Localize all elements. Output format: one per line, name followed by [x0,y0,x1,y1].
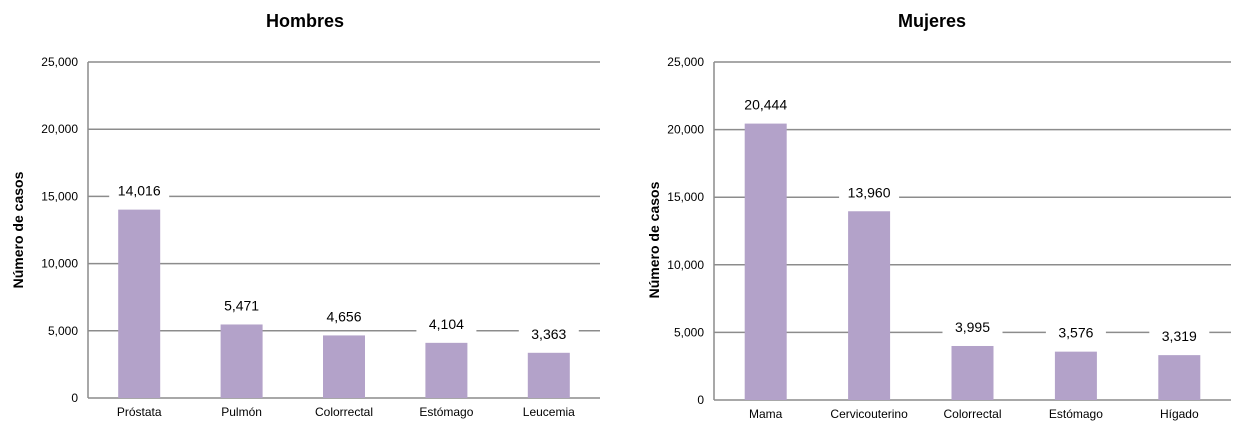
data-label-background [109,181,170,200]
y-tick-label: 25,000 [667,55,704,69]
bar [527,352,570,398]
data-label: 5,471 [224,297,259,313]
data-label: 13,960 [848,184,891,200]
y-tick-label: 25,000 [41,55,78,69]
y-tick-label: 5,000 [674,325,704,339]
y-axis-label: Número de casos [646,181,662,298]
y-tick-label: 15,000 [667,190,704,204]
x-tick-label: Colorrectal [315,405,373,419]
chart-title: Hombres [266,11,344,31]
x-tick-label: Colorrectal [943,407,1001,421]
bar [1054,351,1097,400]
y-tick-label: 0 [697,393,704,407]
bar [1158,355,1201,400]
data-label-background [735,95,796,114]
bar [425,342,468,398]
bar [220,324,263,398]
data-label-background [1045,323,1106,342]
x-tick-label: Mama [749,407,783,421]
data-label: 3,995 [955,319,990,335]
data-label: 4,656 [326,308,361,324]
bar [744,123,787,401]
data-label: 3,576 [1058,325,1093,341]
y-axis-label: Número de casos [10,171,26,288]
x-tick-label: Hígado [1160,407,1199,421]
y-tick-label: 5,000 [48,324,78,338]
chart-mujeres: Mujeres Número de casos 0 5,000 10,000 15,0… [646,11,1231,421]
data-label-background [839,183,900,202]
plot-area: 0 5,000 10,000 15,000 20,000 25,000 20,444 Mama… [667,55,1231,421]
data-label: 3,319 [1162,328,1197,344]
chart-title: Mujeres [898,11,966,31]
y-tick-label: 20,000 [41,122,78,136]
data-label-background [211,296,272,315]
y-tick-label: 10,000 [667,258,704,272]
data-label: 20,444 [744,97,787,113]
plot-area: 0 5,000 10,000 15,000 20,000 25,000 14,016 Prós… [41,55,600,419]
bar [951,345,994,400]
x-tick-label: Leucemia [523,405,575,419]
chart-hombres: Hombres Número de casos 0 5,000 10,000 15,0… [10,11,600,419]
data-label-background [518,324,579,343]
x-tick-label: Estómago [1049,407,1103,421]
y-tick-label: 10,000 [41,257,78,271]
data-label-background [942,317,1003,336]
x-tick-label: Cervicouterino [830,407,908,421]
bar [848,211,891,400]
bar [323,335,365,398]
x-tick-label: Pulmón [221,405,262,419]
data-label: 14,016 [118,183,161,199]
data-label: 4,104 [429,316,464,332]
y-tick-label: 15,000 [41,189,78,203]
y-tick-label: 20,000 [667,123,704,137]
x-tick-label: Estómago [419,405,473,419]
data-label-background [416,314,477,333]
data-label: 3,363 [531,326,566,342]
data-label-background [1149,327,1210,346]
x-tick-label: Próstata [117,405,162,419]
y-tick-label: 0 [71,391,78,405]
bar [118,209,161,398]
data-label-background [314,307,374,326]
